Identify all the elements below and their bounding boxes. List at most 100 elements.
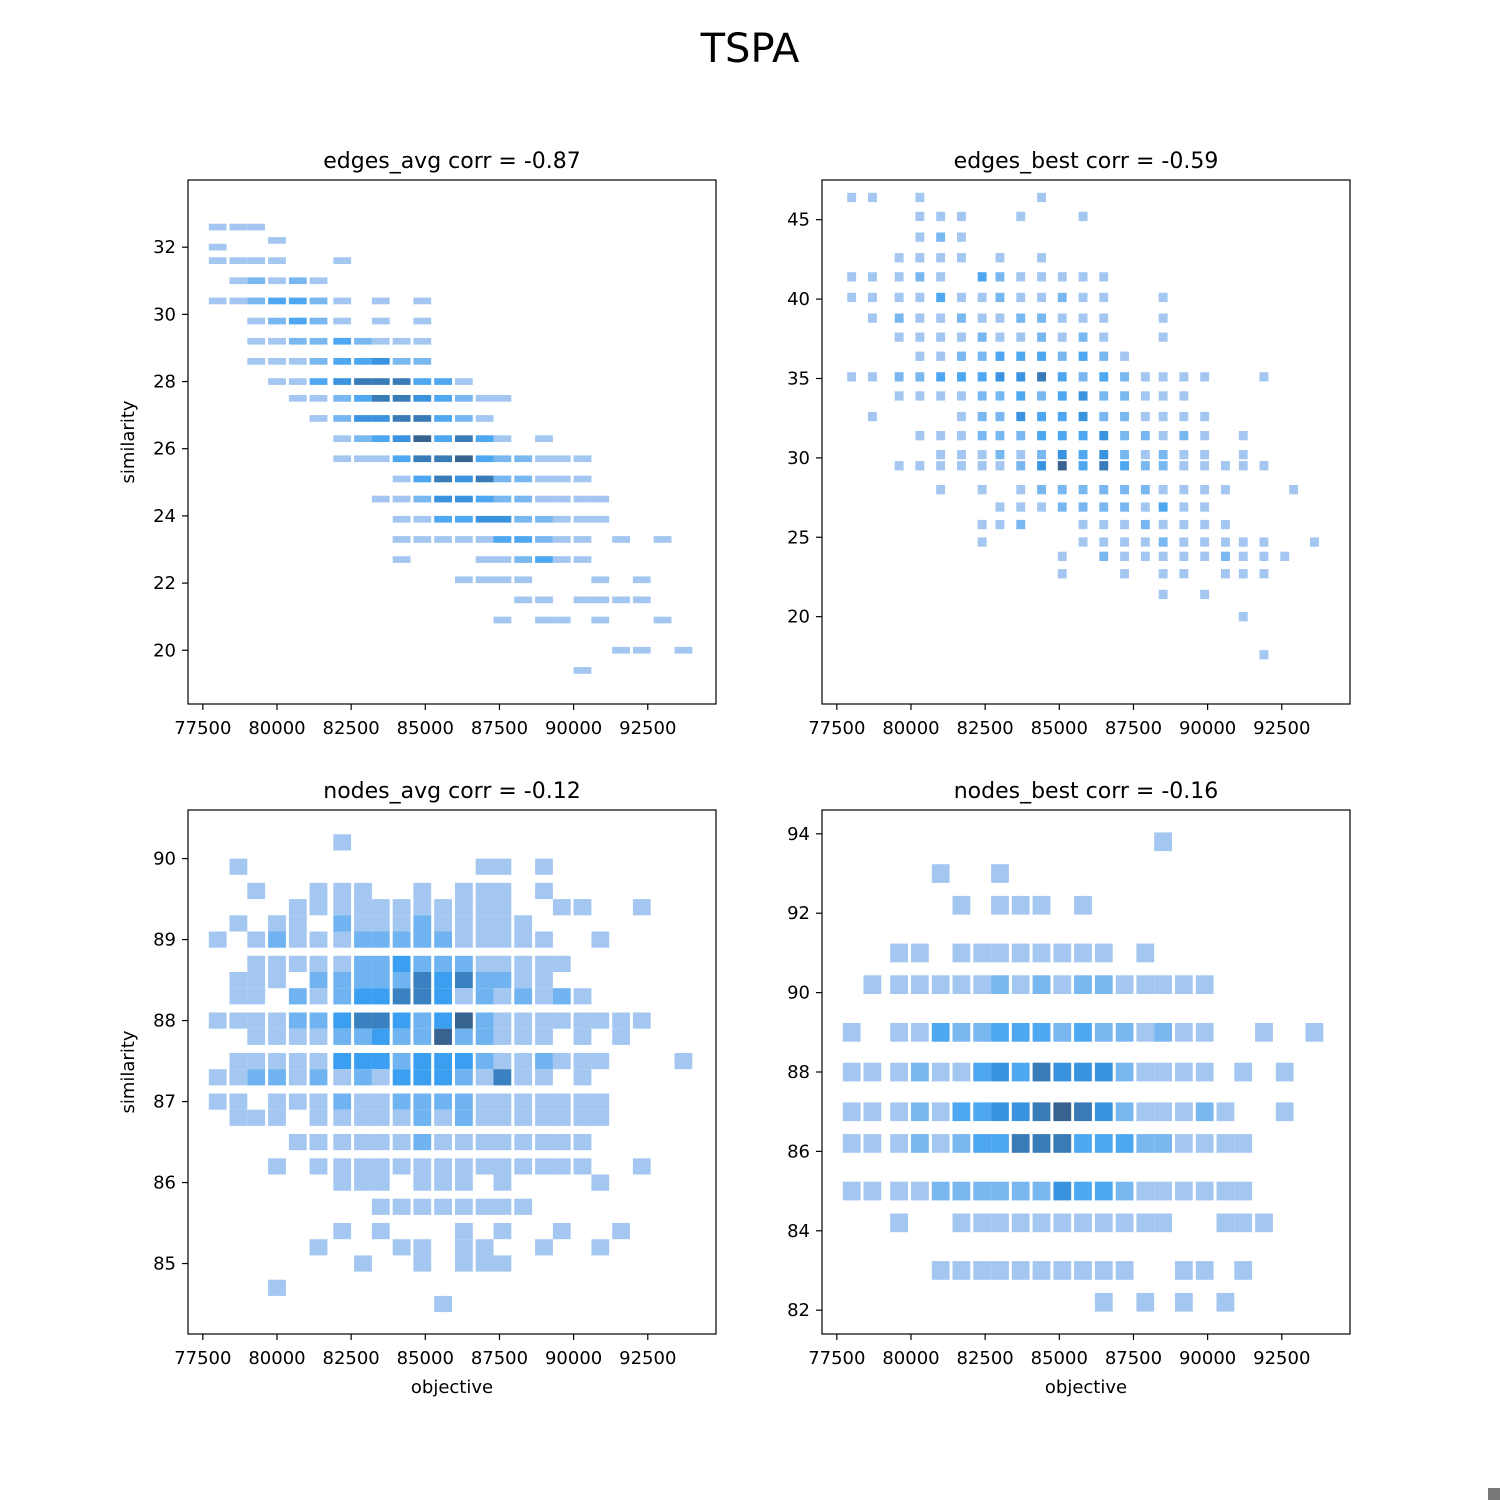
heatmap-cell bbox=[268, 972, 286, 989]
heatmap-cell bbox=[309, 337, 328, 345]
heatmap-cell bbox=[229, 1012, 248, 1029]
heatmap-cell bbox=[1136, 943, 1155, 963]
heatmap-cell bbox=[354, 337, 372, 345]
heatmap-cell bbox=[493, 475, 512, 483]
heatmap-cell bbox=[268, 1028, 286, 1045]
heatmap-cell bbox=[552, 899, 571, 916]
heatmap-cell bbox=[1221, 551, 1230, 561]
heatmap-cell bbox=[333, 988, 352, 1005]
heatmap-cell bbox=[1078, 537, 1088, 547]
heatmap-cell bbox=[247, 1028, 266, 1045]
heatmap-cell bbox=[288, 955, 307, 972]
heatmap-cell bbox=[936, 431, 946, 441]
heatmap-cell bbox=[1234, 1181, 1253, 1201]
heatmap-cell bbox=[936, 313, 946, 323]
heatmap-cell bbox=[493, 1174, 512, 1191]
heatmap-cell bbox=[354, 1255, 372, 1272]
heatmap-cell bbox=[475, 1134, 494, 1151]
heatmap-cell bbox=[413, 455, 432, 463]
heatmap-cell bbox=[493, 1255, 512, 1272]
heatmap-cell bbox=[1011, 1261, 1030, 1280]
heatmap-cell bbox=[1259, 551, 1269, 561]
heatmap-cell bbox=[434, 899, 452, 916]
heatmap-cell bbox=[333, 1012, 352, 1029]
heatmap-cell bbox=[995, 519, 1005, 530]
heatmap-cell bbox=[455, 1109, 473, 1126]
heatmap-cell bbox=[1136, 975, 1155, 994]
heatmap-cell bbox=[1094, 1292, 1113, 1312]
heatmap-cell bbox=[977, 292, 987, 303]
heatmap-cell bbox=[268, 1012, 286, 1029]
heatmap-cell bbox=[413, 297, 432, 305]
heatmap-cell bbox=[842, 1023, 861, 1042]
heatmap-cell bbox=[931, 1181, 950, 1201]
heatmap-cell bbox=[573, 495, 592, 503]
heatmap-cell bbox=[977, 431, 987, 441]
heatmap-cell bbox=[354, 988, 372, 1005]
heatmap-cell bbox=[1195, 975, 1214, 994]
heatmap-cell bbox=[455, 1093, 473, 1110]
heatmap-cell bbox=[371, 378, 390, 385]
heatmap-cell bbox=[1140, 551, 1150, 561]
heatmap-cell bbox=[371, 1134, 390, 1151]
axes-title: edges_avg corr = -0.87 bbox=[323, 149, 581, 174]
heatmap-cell bbox=[1011, 1102, 1030, 1122]
heatmap-cell bbox=[931, 1023, 950, 1042]
heatmap-cell bbox=[455, 395, 473, 402]
heatmap-cell bbox=[868, 372, 877, 382]
heatmap-cell bbox=[493, 858, 512, 875]
heatmap-cell bbox=[1099, 537, 1109, 547]
heatmap-cell bbox=[309, 358, 328, 365]
heatmap-cell bbox=[309, 988, 328, 1005]
heatmap-cell bbox=[1115, 1102, 1134, 1122]
heatmap-cell bbox=[1016, 411, 1026, 422]
heatmap-cell bbox=[535, 1053, 553, 1070]
heatmap-cell bbox=[247, 972, 266, 989]
heatmap-cell bbox=[309, 1053, 328, 1070]
y-tick-label: 86 bbox=[787, 1141, 810, 1162]
heatmap-cell bbox=[957, 431, 966, 441]
heatmap-cell bbox=[514, 988, 533, 1005]
heatmap-cell bbox=[1057, 569, 1067, 579]
x-tick-label: 80000 bbox=[248, 718, 305, 739]
heatmap-cell bbox=[995, 450, 1005, 460]
heatmap-cell bbox=[288, 1012, 307, 1029]
heatmap-cell bbox=[371, 1198, 390, 1215]
heatmap-cell bbox=[413, 1158, 432, 1175]
heatmap-cell bbox=[475, 556, 494, 563]
heatmap-cell bbox=[247, 988, 266, 1005]
heatmap-cell bbox=[1289, 485, 1299, 495]
heatmap-cell bbox=[915, 192, 925, 203]
x-axis-label: objective bbox=[1045, 1377, 1127, 1398]
heatmap-cell bbox=[1094, 1134, 1113, 1153]
heatmap-cell bbox=[936, 485, 946, 495]
heatmap-cell bbox=[434, 1158, 452, 1175]
heatmap-cell bbox=[535, 1093, 553, 1110]
heatmap-cell bbox=[475, 899, 494, 916]
heatmap-cell bbox=[1238, 431, 1248, 441]
heatmap-cell bbox=[1179, 485, 1189, 495]
heatmap-cell bbox=[936, 332, 946, 342]
heatmap-cell bbox=[1016, 211, 1026, 222]
heatmap-cell bbox=[1078, 411, 1088, 422]
heatmap-cell bbox=[991, 1134, 1009, 1153]
axes-frame bbox=[821, 179, 1351, 705]
heatmap-cell bbox=[1099, 519, 1109, 530]
heatmap-cell bbox=[1140, 372, 1150, 382]
heatmap-cell bbox=[333, 358, 352, 365]
heatmap-cell bbox=[1011, 1023, 1030, 1042]
heatmap-cell bbox=[1078, 450, 1088, 460]
heatmap-cell bbox=[333, 972, 352, 989]
heatmap-cell bbox=[1158, 313, 1168, 323]
axes-frame bbox=[187, 179, 717, 705]
heatmap-cell bbox=[1200, 372, 1210, 382]
heatmap-cell bbox=[957, 411, 966, 422]
axes-frame bbox=[187, 809, 717, 1335]
panel-nodes-avg: 77500 80000 82500 85000 87500 90000 92500 85 86 8… bbox=[118, 779, 717, 1398]
heatmap-cell bbox=[1179, 431, 1189, 441]
heatmap-cell bbox=[995, 461, 1005, 471]
heatmap-cell bbox=[957, 232, 966, 242]
heatmap-cell bbox=[1154, 832, 1172, 852]
heatmap-cell bbox=[333, 1223, 352, 1240]
